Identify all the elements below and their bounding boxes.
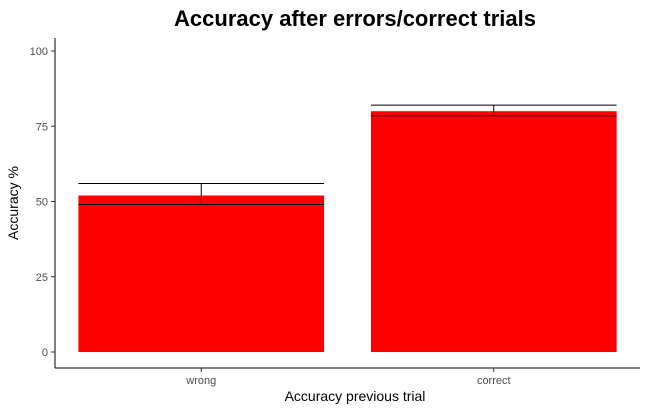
chart-title: Accuracy after errors/correct trials xyxy=(174,6,536,31)
x-tick-label: correct xyxy=(477,375,511,387)
y-tick-label: 25 xyxy=(36,272,48,284)
y-tick-label: 75 xyxy=(36,121,48,133)
y-tick-label: 100 xyxy=(30,46,48,58)
x-axis-label: Accuracy previous trial xyxy=(285,388,426,404)
bar-correct xyxy=(370,111,617,352)
y-tick-label: 50 xyxy=(36,197,48,209)
y-tick-label: 0 xyxy=(42,347,48,359)
y-axis-label: Accuracy % xyxy=(5,166,21,240)
x-tick-label: wrong xyxy=(185,375,216,387)
plot-area xyxy=(78,104,617,352)
bar-wrong xyxy=(78,195,325,352)
